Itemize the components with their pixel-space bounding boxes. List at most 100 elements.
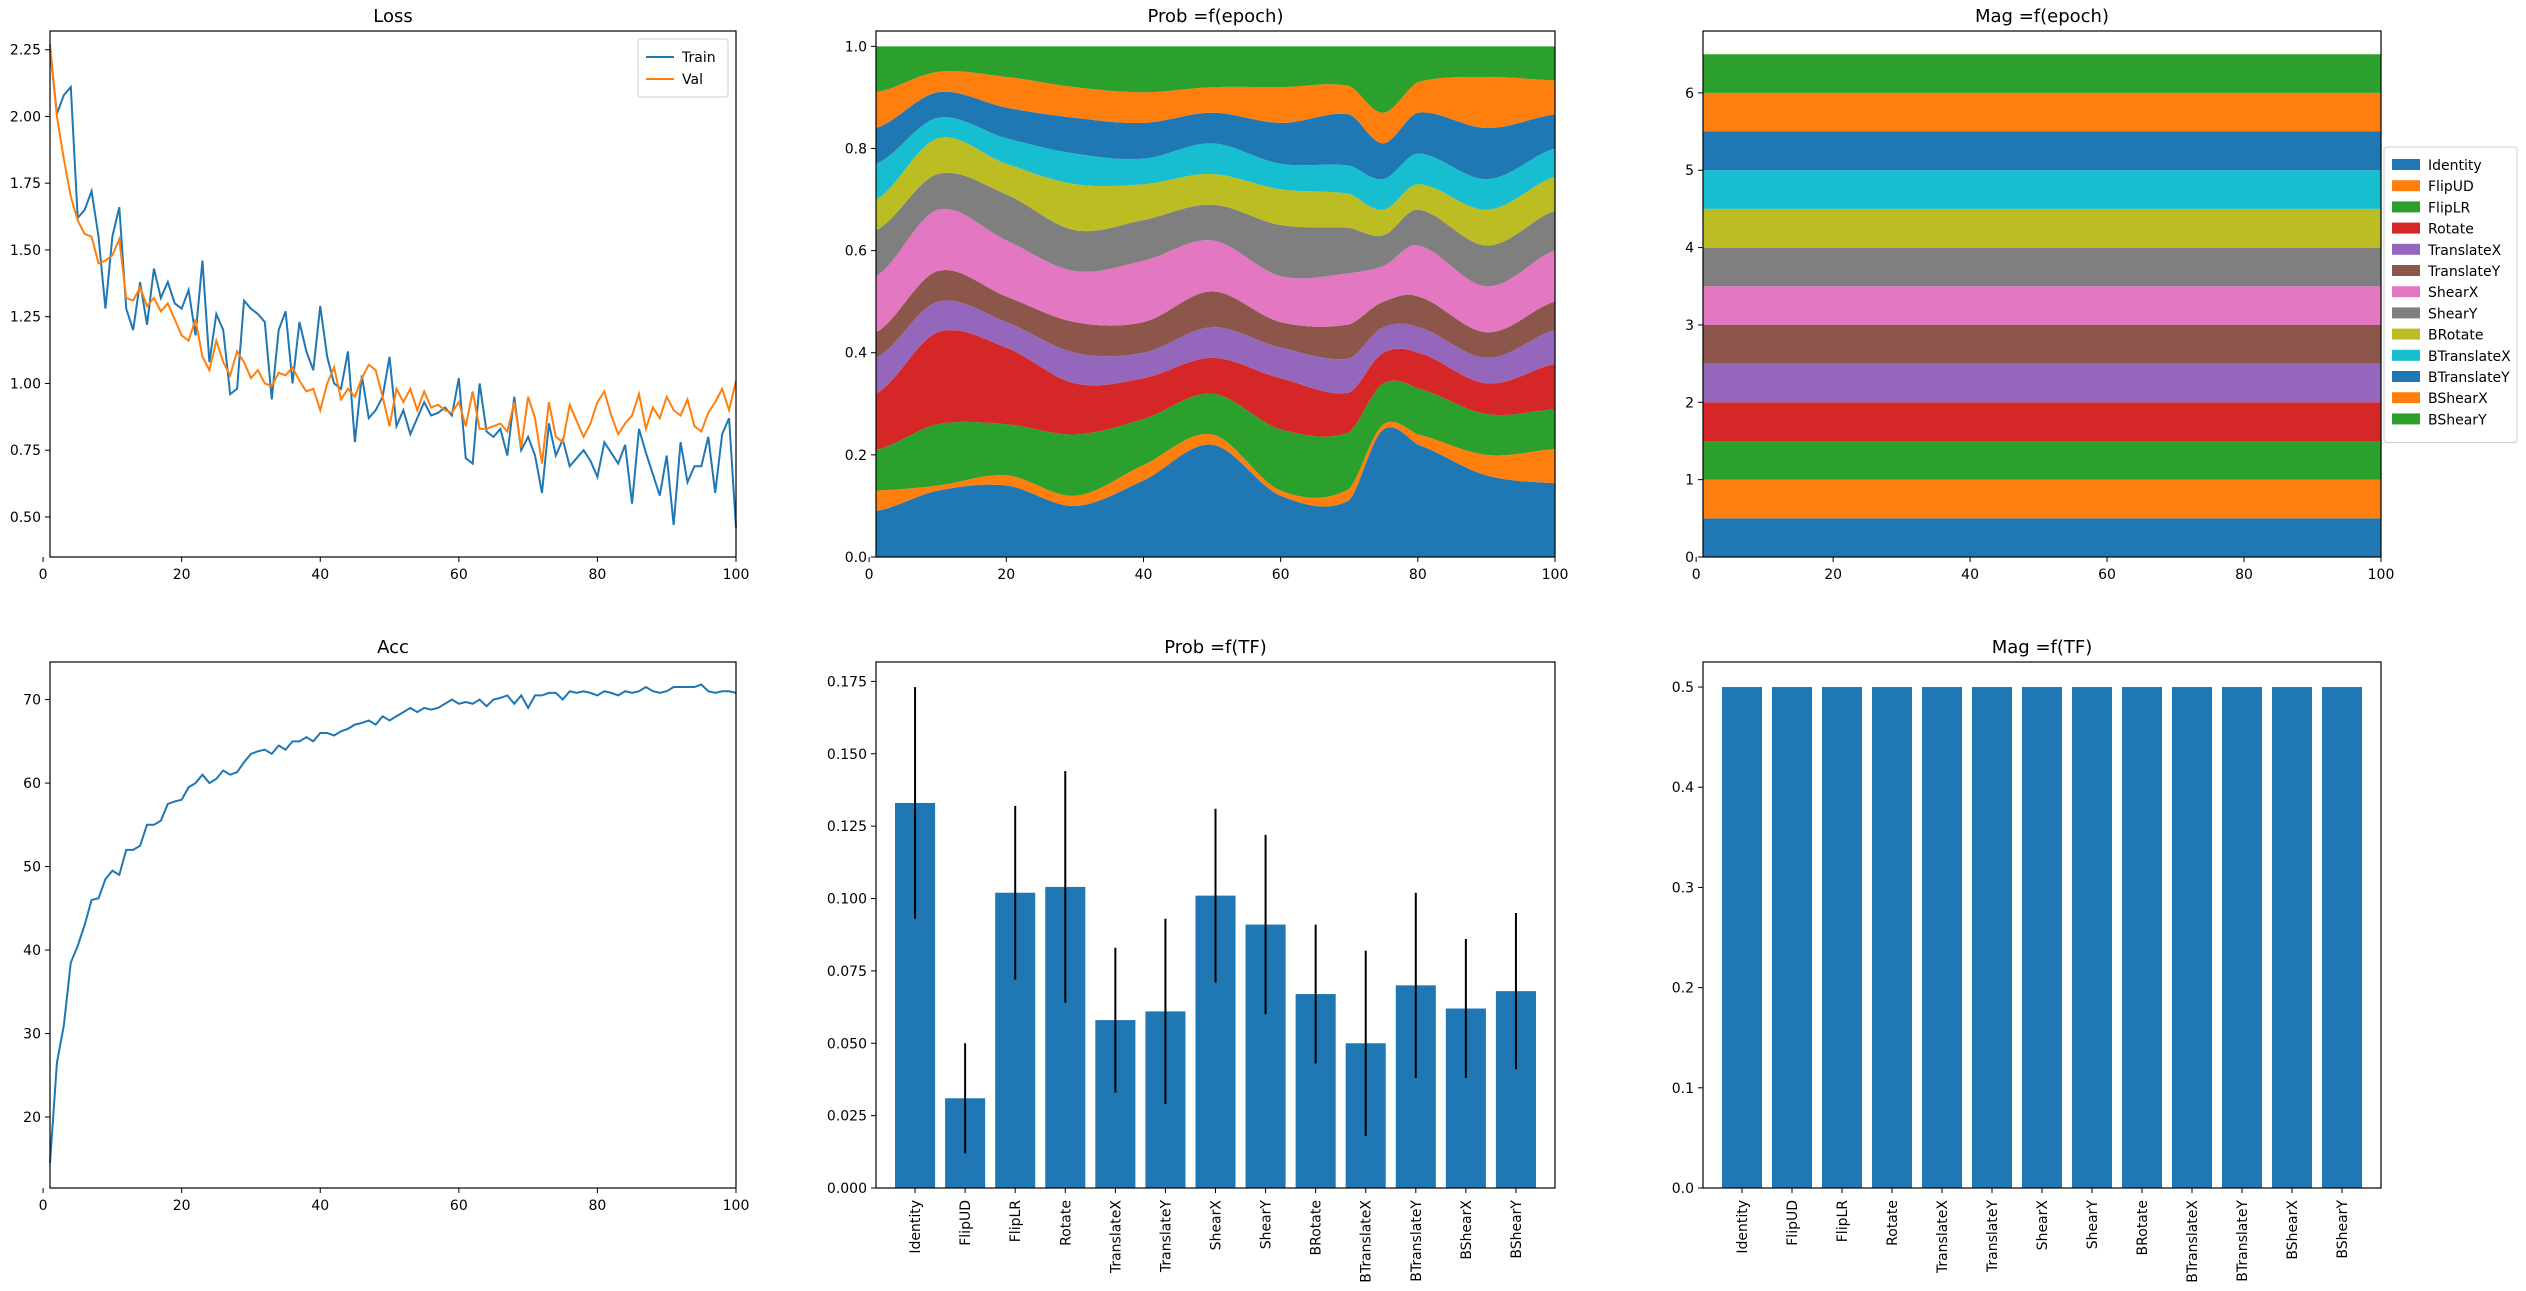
mag_tf-plot-frame	[1702, 661, 2382, 1189]
mag_epoch-ytick-label: 5	[1685, 163, 1694, 179]
mag_tf-bar-rotate	[1872, 687, 1912, 1188]
mag_epoch-xtick-label: 40	[1961, 567, 1979, 583]
prob_tf-ytick-label: 0.000	[827, 1181, 867, 1197]
prob_epoch-ytick-label: 0.4	[845, 346, 867, 362]
mag_tf-bar-fliplr	[1822, 687, 1862, 1188]
acc-ytick-label: 60	[23, 776, 41, 792]
mag_epoch-ytick-label: 2	[1685, 395, 1694, 411]
prob_tf-xtick-label-brotate: BRotate	[1309, 1200, 1325, 1255]
mag_epoch-ytick-label: 4	[1685, 241, 1694, 257]
mag_tf-xtick-label-translatey: TranslateY	[1985, 1200, 2001, 1274]
loss-ytick-label: 0.50	[10, 510, 41, 526]
mag_tf-xtick-label-fliplr: FlipLR	[1835, 1200, 1851, 1243]
mag_epoch-plot-frame	[1702, 30, 2382, 558]
loss-ytick-label: 1.25	[10, 310, 41, 326]
acc-ytick-label: 70	[23, 693, 41, 709]
mag_tf-bar-btranslatex	[2172, 687, 2212, 1188]
acc-ytick-label: 30	[23, 1027, 41, 1043]
prob_epoch-area-brotate	[876, 137, 1555, 246]
loss-xtick-label: 0	[39, 567, 48, 583]
legend-swatch-btranslatex	[2392, 349, 2420, 361]
loss-ytick-label: 1.75	[10, 176, 41, 192]
mag_epoch-ytick-label: 0	[1685, 550, 1694, 566]
mag_tf-bar-translatey	[1972, 687, 2012, 1188]
mag_tf-xtick-label-identity: Identity	[1735, 1200, 1751, 1254]
loss-ytick-label: 2.25	[10, 43, 41, 59]
mag_epoch-xtick-label: 0	[1692, 567, 1701, 583]
prob_epoch-area-bshearx	[876, 71, 1555, 144]
prob_epoch-xtick-label: 100	[1542, 567, 1569, 583]
loss-ytick-label: 1.50	[10, 243, 41, 259]
prob_epoch-area-flipud	[876, 421, 1555, 512]
prob_tf-xtick-label-rotate: Rotate	[1058, 1200, 1074, 1246]
prob_tf-xtick-label-identity: Identity	[908, 1200, 924, 1254]
prob_tf-ytick-label: 0.050	[827, 1036, 867, 1052]
prob_epoch-plot-frame	[875, 30, 1556, 558]
prob_epoch-ytick-label: 0.6	[845, 244, 867, 260]
prob_tf-chart: Identity FlipUD FlipLR Rotate TranslateX Tran…	[827, 637, 1556, 1283]
legend-swatch-flipud	[2392, 180, 2420, 192]
prob_epoch-area-btranslatex	[876, 117, 1555, 210]
prob_tf-xtick-label-sheary: ShearY	[1259, 1200, 1275, 1250]
acc-plot-frame	[49, 661, 737, 1189]
mag_tf-bar-bshearx	[2272, 687, 2312, 1188]
mag_tf-ytick-label: 0.5	[1672, 680, 1694, 696]
prob_tf-xtick-label-translatex: TranslateX	[1108, 1200, 1124, 1275]
loss-title: Loss	[373, 6, 412, 27]
mag_tf-xtick-label-bshearx: BShearX	[2285, 1200, 2301, 1260]
mag_tf-xtick-label-rotate: Rotate	[1885, 1200, 1901, 1246]
mag_tf-xtick-label-btranslatex: BTranslateX	[2185, 1200, 2201, 1283]
mag_tf-ytick-label: 0.4	[1672, 780, 1694, 796]
loss-series-val	[49, 44, 737, 464]
legend-label-shearx: ShearX	[2428, 285, 2479, 301]
mag_tf-bar-translatex	[1922, 687, 1962, 1188]
prob_epoch-area-shearx	[876, 208, 1555, 333]
legend-swatch-bshearx	[2392, 392, 2420, 404]
mag_epoch-ytick-label: 1	[1685, 473, 1694, 489]
legend-swatch-shearx	[2392, 286, 2420, 298]
legend-label-fliplr: FlipLR	[2428, 200, 2471, 216]
mag_epoch-xtick-label: 80	[2235, 567, 2253, 583]
prob_epoch-area-sheary	[876, 172, 1555, 287]
loss-series-train	[49, 49, 737, 528]
prob_tf-xtick-label-bshearx: BShearX	[1459, 1200, 1475, 1260]
mag_epoch-xtick-label: 60	[2098, 567, 2116, 583]
legend-swatch-sheary	[2392, 307, 2420, 319]
prob_epoch-area-rotate	[876, 330, 1555, 450]
loss-legend: Train Val	[637, 38, 729, 98]
acc-xtick-label: 40	[311, 1198, 329, 1214]
mag_epoch-area-bsheary	[1703, 54, 2381, 93]
acc-xtick-label: 0	[39, 1198, 48, 1214]
mag_epoch-area-btranslatey	[1703, 131, 2381, 171]
loss-xtick-label: 40	[311, 567, 329, 583]
loss-legend-label-val: Val	[682, 72, 703, 88]
mag_tf-bar-flipud	[1772, 687, 1812, 1188]
prob_epoch-xtick-label: 40	[1135, 567, 1153, 583]
prob_tf-xtick-label-flipud: FlipUD	[958, 1200, 974, 1246]
legend-label-translatex: TranslateX	[2427, 243, 2502, 259]
mag_epoch-xtick-label: 20	[1824, 567, 1842, 583]
legend-label-sheary: ShearY	[2428, 306, 2478, 322]
legend-swatch-rotate	[2392, 222, 2420, 234]
legend-swatch-translatey	[2392, 265, 2420, 276]
prob_tf-xtick-label-translatey: TranslateY	[1158, 1200, 1174, 1274]
mag_epoch-area-rotate	[1703, 402, 2381, 441]
prob_tf-ytick-label: 0.125	[827, 819, 867, 835]
prob_epoch-ytick-label: 0.8	[845, 141, 867, 157]
prob_tf-xtick-label-btranslatey: BTranslateY	[1409, 1200, 1425, 1282]
mag_epoch-area-shearx	[1703, 286, 2381, 325]
prob_epoch-ytick-label: 1.0	[845, 39, 867, 55]
mag_epoch-area-translatey	[1703, 324, 2381, 364]
prob_epoch-area-btranslatey	[876, 91, 1555, 180]
legend-swatch-identity	[2392, 159, 2420, 170]
loss-legend-label-train: Train	[681, 50, 716, 66]
mag_epoch-ytick-label: 6	[1685, 86, 1694, 102]
mag_tf-ytick-label: 0.1	[1672, 1081, 1694, 1097]
prob_tf-xtick-label-btranslatex: BTranslateX	[1359, 1200, 1375, 1283]
mag_tf-xtick-label-brotate: BRotate	[2135, 1200, 2151, 1255]
prob_tf-ytick-label: 0.175	[827, 674, 867, 690]
acc-ytick-label: 50	[23, 860, 41, 876]
mag_tf-ytick-label: 0.2	[1672, 981, 1694, 997]
legend-swatch-bsheary	[2392, 413, 2420, 425]
loss-ytick-label: 2.00	[10, 109, 41, 125]
